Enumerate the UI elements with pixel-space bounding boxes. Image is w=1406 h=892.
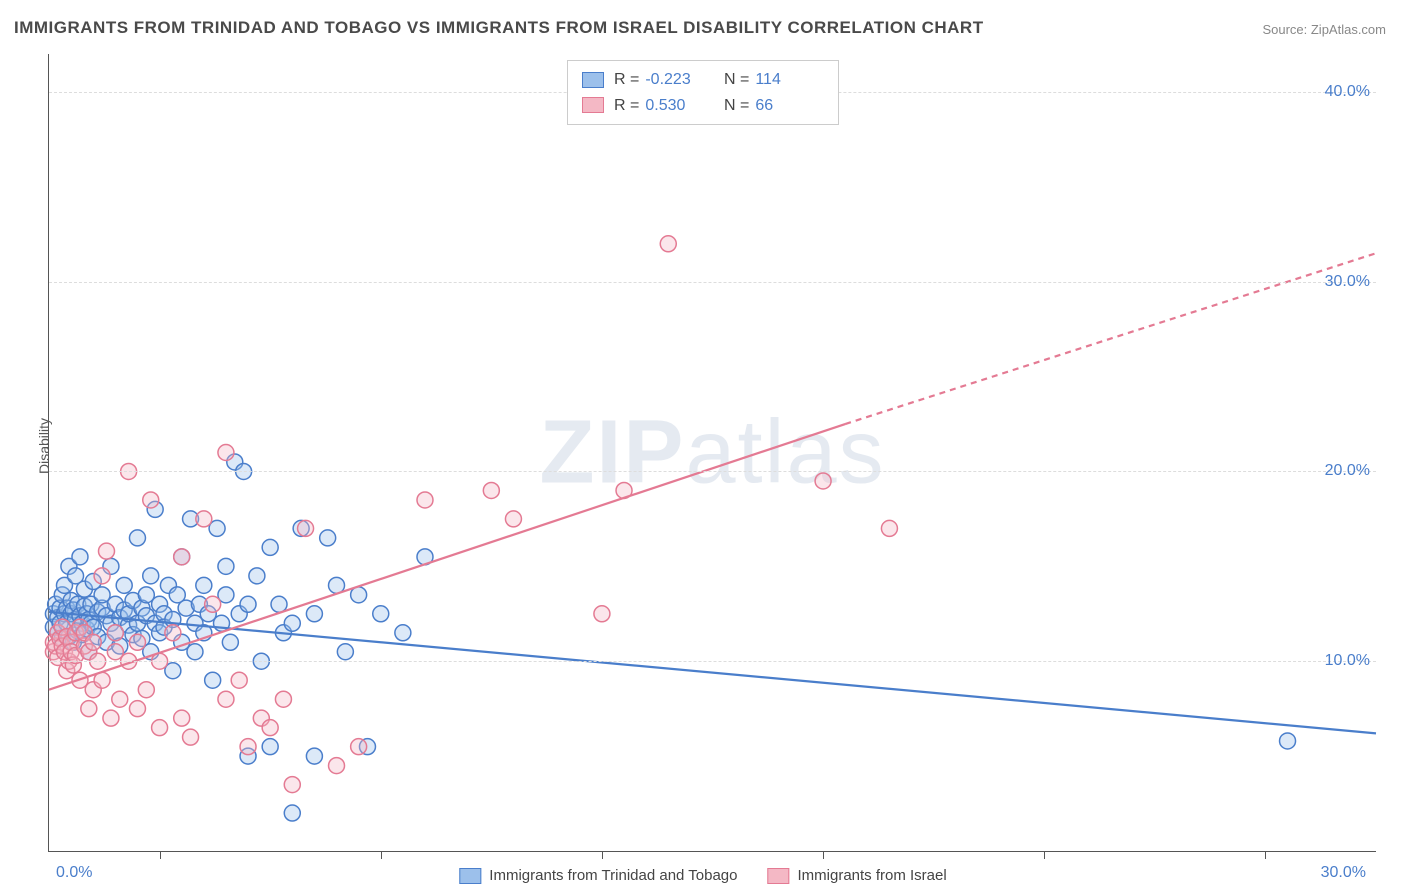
scatter-point [129, 530, 145, 546]
chart-title: IMMIGRANTS FROM TRINIDAD AND TOBAGO VS I… [14, 18, 984, 38]
scatter-point [594, 606, 610, 622]
plot-area: ZIPatlas [48, 54, 1376, 852]
scatter-point [81, 701, 97, 717]
scatter-point [143, 492, 159, 508]
scatter-point [196, 577, 212, 593]
legend-swatch [767, 868, 789, 884]
scatter-point [284, 805, 300, 821]
scatter-point [99, 543, 115, 559]
scatter-point [129, 701, 145, 717]
stats-box: R =-0.223 N =114 R =0.530 N =66 [567, 60, 839, 125]
stats-r: R =0.530 [614, 93, 714, 119]
chart-container: { "title": "IMMIGRANTS FROM TRINIDAD AND… [0, 0, 1406, 892]
stats-swatch [582, 72, 604, 88]
scatter-point [271, 596, 287, 612]
scatter-point [262, 739, 278, 755]
legend-label: Immigrants from Israel [797, 867, 946, 884]
scatter-point [505, 511, 521, 527]
scatter-point [129, 634, 145, 650]
x-tick-min: 0.0% [56, 864, 92, 882]
x-tick-max: 30.0% [1321, 864, 1366, 882]
scatter-point [94, 568, 110, 584]
scatter-point [138, 682, 154, 698]
scatter-point [306, 748, 322, 764]
scatter-point [660, 236, 676, 252]
x-tick [1265, 851, 1266, 859]
bottom-legend: Immigrants from Trinidad and Tobago Immig… [459, 867, 946, 884]
scatter-point [483, 482, 499, 498]
stats-row: R =-0.223 N =114 [582, 67, 824, 93]
scatter-point [1280, 733, 1296, 749]
scatter-point [395, 625, 411, 641]
y-tick-label: 10.0% [1325, 652, 1370, 670]
scatter-point [337, 644, 353, 660]
trend-line [49, 424, 845, 690]
scatter-point [218, 691, 234, 707]
x-tick [160, 851, 161, 859]
scatter-point [262, 539, 278, 555]
y-tick-label: 40.0% [1325, 83, 1370, 101]
gridline-h [49, 661, 1376, 662]
scatter-point [222, 634, 238, 650]
scatter-point [165, 625, 181, 641]
scatter-point [152, 720, 168, 736]
scatter-point [275, 691, 291, 707]
scatter-point [218, 558, 234, 574]
x-tick [602, 851, 603, 859]
scatter-point [373, 606, 389, 622]
scatter-point [107, 625, 123, 641]
trend-line [49, 612, 1376, 733]
stats-row: R =0.530 N =66 [582, 93, 824, 119]
scatter-point [116, 577, 132, 593]
scatter-point [306, 606, 322, 622]
x-tick [381, 851, 382, 859]
gridline-h [49, 282, 1376, 283]
scatter-point [284, 615, 300, 631]
scatter-point [351, 739, 367, 755]
scatter-point [187, 644, 203, 660]
scatter-point [85, 634, 101, 650]
scatter-point [205, 596, 221, 612]
y-tick-label: 30.0% [1325, 273, 1370, 291]
x-tick [823, 851, 824, 859]
scatter-point [240, 596, 256, 612]
scatter-point [103, 710, 119, 726]
scatter-point [881, 520, 897, 536]
scatter-point [320, 530, 336, 546]
scatter-point [298, 520, 314, 536]
scatter-point [417, 492, 433, 508]
scatter-point [218, 445, 234, 461]
legend-swatch [459, 868, 481, 884]
scatter-point [329, 758, 345, 774]
stats-swatch [582, 97, 604, 113]
scatter-point [249, 568, 265, 584]
y-tick-label: 20.0% [1325, 462, 1370, 480]
stats-n: N =66 [724, 93, 824, 119]
scatter-point [72, 549, 88, 565]
source-attribution: Source: ZipAtlas.com [1262, 22, 1386, 37]
scatter-point [174, 710, 190, 726]
scatter-point [183, 729, 199, 745]
scatter-point [240, 739, 256, 755]
scatter-point [174, 549, 190, 565]
scatter-point [112, 691, 128, 707]
scatter-point [815, 473, 831, 489]
gridline-h [49, 471, 1376, 472]
scatter-point [262, 720, 278, 736]
legend-label: Immigrants from Trinidad and Tobago [489, 867, 737, 884]
scatter-point [231, 672, 247, 688]
source-prefix: Source: [1262, 22, 1310, 37]
scatter-svg [49, 54, 1376, 851]
stats-n: N =114 [724, 67, 824, 93]
x-tick [1044, 851, 1045, 859]
source-link[interactable]: ZipAtlas.com [1311, 22, 1386, 37]
stats-r: R =-0.223 [614, 67, 714, 93]
scatter-point [284, 777, 300, 793]
legend-item: Immigrants from Trinidad and Tobago [459, 867, 737, 884]
scatter-point [143, 568, 159, 584]
legend-item: Immigrants from Israel [767, 867, 946, 884]
scatter-point [196, 511, 212, 527]
trend-line-extrapolated [845, 253, 1376, 424]
scatter-point [205, 672, 221, 688]
